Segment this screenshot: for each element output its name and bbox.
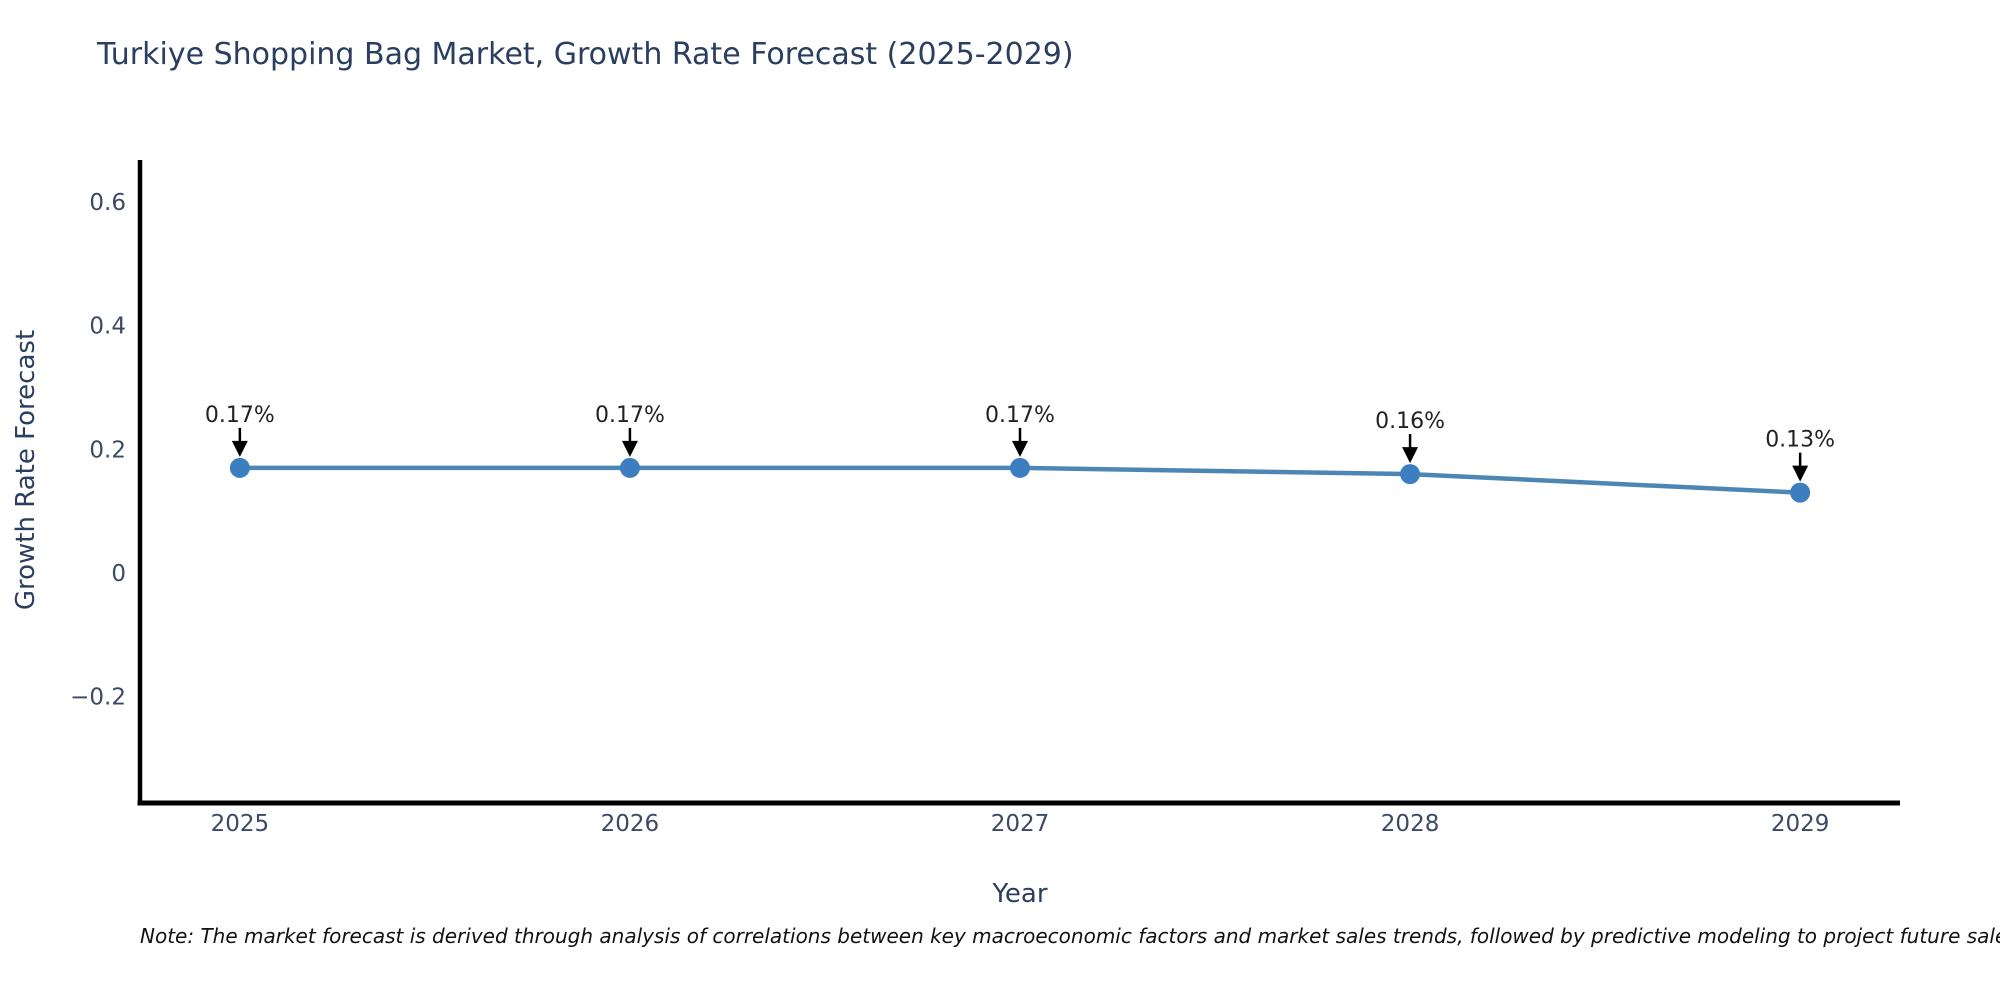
y-tick-label: −0.2 [70, 685, 126, 711]
annotation-text: 0.16% [1375, 409, 1445, 434]
y-tick-label: 0.6 [89, 190, 126, 216]
annotation-text: 0.17% [985, 403, 1055, 428]
data-series [229, 457, 1811, 503]
data-point-marker [1400, 464, 1421, 485]
footnote: Note: The market forecast is derived thr… [140, 924, 2000, 948]
point-annotations: 0.17% 0.17% 0.17% 0.16% 0.13% [205, 403, 1835, 482]
y-tick-label: 0 [111, 561, 126, 587]
x-tick-label: 2026 [601, 811, 660, 837]
point-annotation: 0.17% [595, 403, 665, 457]
data-point-marker [1790, 482, 1811, 503]
annotation-arrowhead [621, 440, 638, 457]
data-point-marker [229, 457, 250, 478]
annotation-arrowhead [1012, 440, 1028, 457]
data-point-marker [619, 457, 640, 478]
y-axis-ticks: 0.6 0.4 0.2 0 −0.2 [70, 190, 126, 711]
annotation-text: 0.13% [1765, 428, 1835, 453]
chart-title: Turkiye Shopping Bag Market, Growth Rate… [97, 37, 1074, 72]
point-annotation: 0.16% [1375, 409, 1445, 464]
annotation-arrowhead [1792, 465, 1809, 482]
point-annotation: 0.13% [1765, 428, 1835, 482]
point-annotation: 0.17% [985, 403, 1055, 457]
x-axis-title: Year [991, 879, 1047, 909]
y-tick-label: 0.4 [89, 314, 126, 340]
x-tick-label: 2028 [1381, 811, 1440, 837]
axes [137, 160, 1900, 806]
annotation-text: 0.17% [205, 403, 275, 428]
point-annotation: 0.17% [205, 403, 275, 457]
x-tick-label: 2029 [1771, 811, 1830, 837]
x-axis-ticks: 2025 2026 2027 2028 2029 [211, 811, 1830, 837]
data-point-marker [1010, 457, 1030, 478]
y-axis-title: Growth Rate Forecast [11, 330, 41, 610]
annotation-arrowhead [231, 440, 248, 457]
y-tick-label: 0.2 [89, 437, 126, 463]
annotation-text: 0.17% [595, 403, 665, 428]
x-tick-label: 2027 [991, 811, 1050, 837]
x-tick-label: 2025 [211, 811, 270, 837]
annotation-arrowhead [1402, 447, 1419, 464]
